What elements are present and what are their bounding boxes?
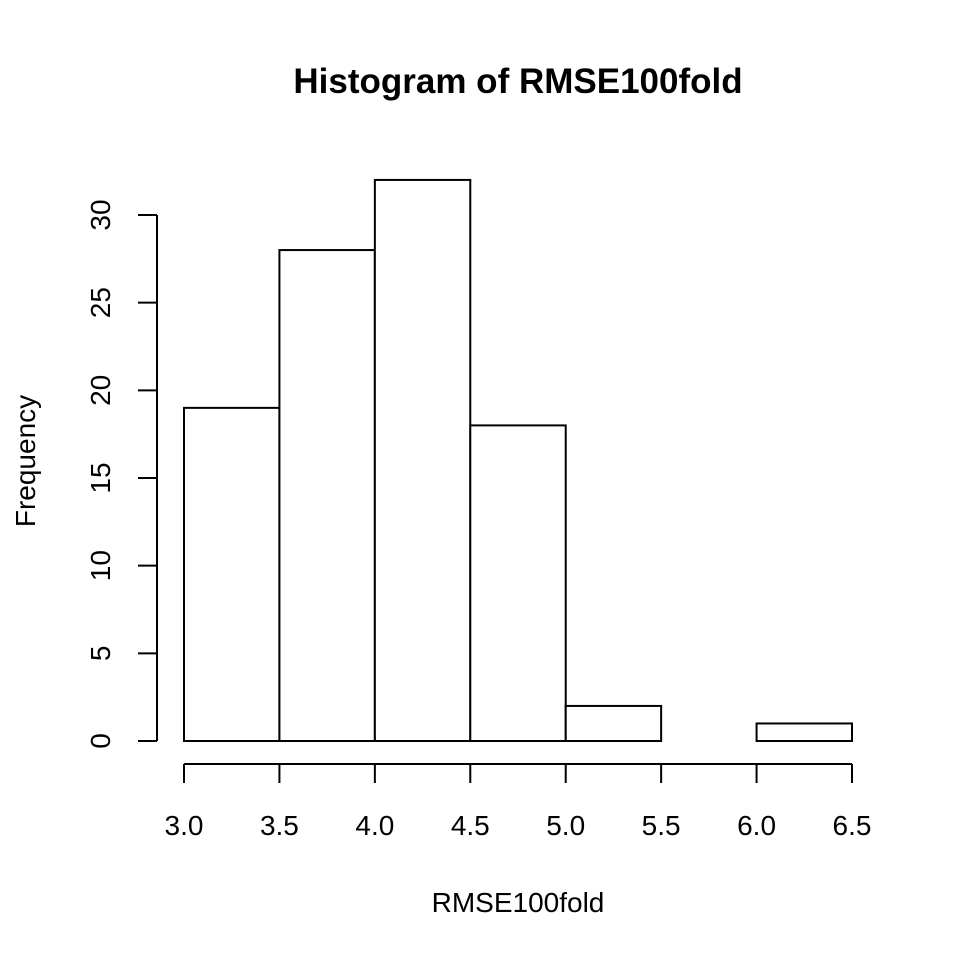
- y-axis: 0 5 10 15 20 25 30: [85, 199, 158, 749]
- x-tick-label: 3.5: [260, 810, 299, 841]
- x-axis: 3.0 3.5 4.0 4.5 5.0 5.5 6.0 6.5: [165, 763, 872, 841]
- histogram-bar: [183, 406, 281, 742]
- histogram-bar: [469, 424, 567, 742]
- x-tick-label: 3.0: [165, 810, 204, 841]
- histogram-bar: [278, 249, 376, 742]
- y-axis-label: Frequency: [10, 395, 41, 527]
- x-axis-label: RMSE100fold: [432, 887, 605, 918]
- y-tick-label: 30: [85, 199, 116, 230]
- histogram-bar: [755, 722, 853, 743]
- bars-group: [183, 178, 853, 743]
- x-tick-label: 6.5: [833, 810, 872, 841]
- y-tick-label: 0: [85, 733, 116, 749]
- x-tick-label: 5.0: [546, 810, 585, 841]
- y-tick-label: 10: [85, 550, 116, 581]
- x-tick-label: 6.0: [737, 810, 776, 841]
- y-tick-label: 5: [85, 646, 116, 662]
- y-tick-label: 15: [85, 462, 116, 493]
- chart-title: Histogram of RMSE100fold: [293, 62, 742, 101]
- y-tick-label: 20: [85, 375, 116, 406]
- y-tick-label: 25: [85, 287, 116, 318]
- histogram-bar: [564, 704, 663, 743]
- x-tick-label: 5.5: [642, 810, 681, 841]
- x-tick-label: 4.5: [451, 810, 490, 841]
- x-tick-label: 4.0: [355, 810, 394, 841]
- histogram-bar: [373, 178, 472, 742]
